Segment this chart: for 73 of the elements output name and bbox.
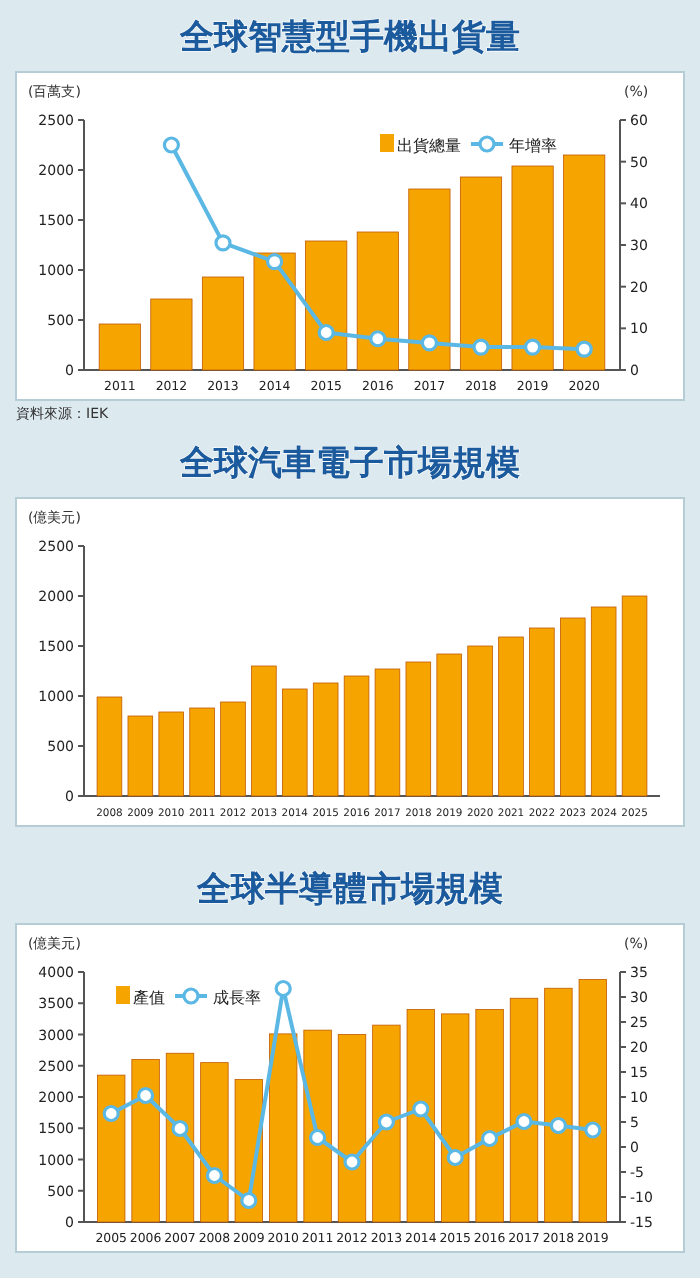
bar (374, 668, 401, 797)
chart-title: 全球半導體市場規模 (195, 870, 503, 910)
point (309, 1128, 327, 1147)
bar (475, 1009, 504, 1223)
bar (165, 1052, 195, 1223)
point (102, 1104, 120, 1123)
bar (467, 645, 493, 797)
bar (96, 696, 123, 797)
bar (253, 252, 296, 371)
point (584, 1121, 602, 1139)
point (420, 334, 438, 352)
point (240, 1191, 258, 1210)
bar (372, 1024, 401, 1223)
point (412, 1100, 430, 1118)
bar (509, 997, 539, 1223)
point (549, 1116, 567, 1135)
bar (337, 1034, 367, 1223)
bar (158, 711, 184, 797)
bar (544, 987, 573, 1223)
chart-title: 全球智慧型手機出貨量 (178, 18, 520, 58)
bar (303, 1029, 332, 1223)
bar (97, 1074, 126, 1223)
bar (590, 606, 617, 797)
legend-label: 成長率 (213, 989, 261, 1007)
bar (200, 1062, 229, 1223)
bar (529, 627, 555, 797)
bar (312, 682, 339, 797)
bar (282, 688, 308, 797)
chart-title: 全球汽車電子市場規模 (178, 444, 520, 484)
point (317, 323, 335, 342)
bar (98, 323, 141, 371)
bar (269, 1033, 298, 1223)
bar (343, 675, 370, 797)
bar (356, 231, 399, 371)
bar (127, 715, 154, 797)
point (205, 1166, 223, 1185)
bar (305, 240, 348, 371)
point (343, 1153, 361, 1171)
bar (578, 979, 607, 1223)
point (524, 338, 542, 356)
bar (201, 276, 245, 371)
legend-label: 出貨總量 (397, 137, 461, 155)
point (446, 1148, 464, 1167)
point (162, 136, 180, 154)
bar (436, 653, 462, 797)
point (266, 253, 284, 271)
bar (408, 188, 451, 371)
point (472, 338, 490, 356)
point (575, 340, 593, 358)
point (171, 1119, 189, 1138)
bar (406, 1009, 435, 1223)
point (137, 1086, 155, 1105)
bar (405, 661, 432, 797)
bar (441, 1013, 470, 1223)
bar (563, 154, 606, 371)
point (515, 1112, 533, 1131)
text: 產值 (133, 989, 165, 1007)
point (377, 1113, 395, 1131)
bar (150, 298, 193, 371)
bar (189, 707, 215, 797)
bar (511, 165, 554, 371)
point (214, 234, 232, 252)
bar (131, 1059, 160, 1223)
point (274, 979, 292, 998)
bar (560, 617, 586, 797)
legend-label: 年增率 (509, 137, 557, 155)
bar (459, 176, 503, 371)
bar (621, 595, 648, 797)
bar (220, 701, 246, 797)
bar (251, 665, 277, 797)
point (481, 1129, 499, 1148)
point (369, 330, 387, 348)
bar (498, 636, 524, 797)
